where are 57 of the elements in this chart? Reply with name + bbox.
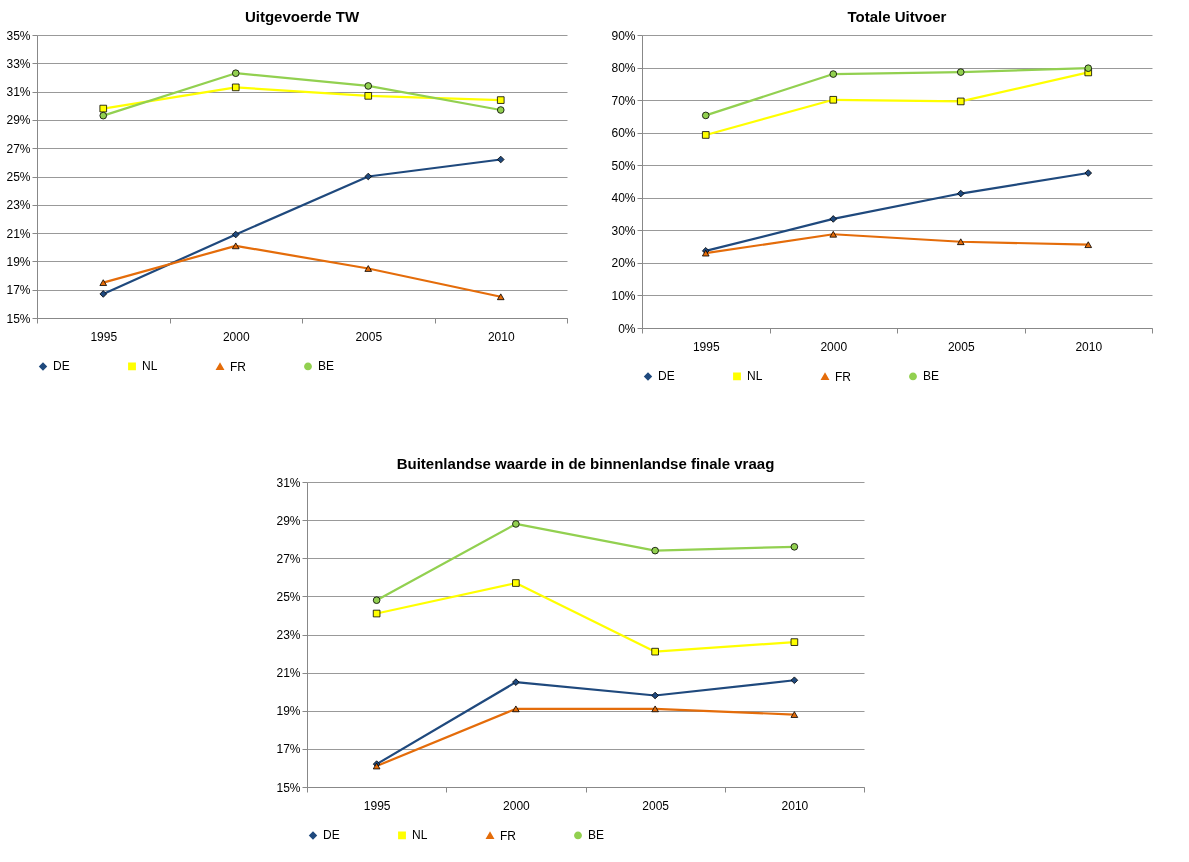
y-tick-label: 20%: [611, 256, 636, 271]
y-tick-label: 23%: [6, 198, 31, 213]
y-tick-label: 40%: [611, 191, 636, 206]
y-tick-label: 19%: [276, 704, 301, 719]
y-tick-label: 30%: [611, 223, 636, 238]
y-tick-label: 50%: [611, 158, 636, 173]
legend-label: BE: [318, 359, 335, 374]
chart-title: Buitenlandse waarde in de binnenlandse finale vraag: [396, 455, 775, 472]
x-tick-label: 2000: [503, 798, 531, 813]
legend-label: FR: [230, 359, 247, 374]
legend-label: FR: [500, 828, 517, 843]
x-tick-label: 2000: [222, 329, 250, 344]
y-tick-label: 10%: [611, 288, 636, 303]
x-tick-label: 2005: [355, 329, 383, 344]
legend-label: FR: [835, 369, 852, 384]
x-tick-label: 1995: [90, 329, 118, 344]
y-tick-label: 27%: [6, 141, 31, 156]
x-tick-label: 2000: [820, 339, 848, 354]
chart-title: Totale Uitvoer: [847, 8, 947, 25]
chart-title: Uitgevoerde TW: [244, 8, 360, 25]
y-tick-label: 60%: [611, 126, 636, 141]
y-tick-label: 31%: [6, 85, 31, 100]
legend-label: DE: [658, 369, 675, 384]
y-tick-label: 29%: [276, 513, 301, 528]
y-tick-label: 17%: [6, 283, 31, 298]
legend-label: NL: [747, 369, 763, 384]
y-tick-label: 25%: [276, 589, 301, 604]
x-tick-label: 1995: [692, 339, 720, 354]
y-tick-label: 15%: [6, 311, 31, 326]
y-tick-label: 70%: [611, 93, 636, 108]
y-tick-label: 23%: [276, 628, 301, 642]
y-tick-label: 80%: [611, 61, 636, 76]
legend-label: BE: [588, 828, 605, 843]
y-tick-label: 17%: [276, 742, 301, 757]
legend-label: DE: [323, 828, 340, 843]
y-tick-label: 29%: [6, 113, 31, 128]
x-tick-label: 2005: [947, 339, 975, 354]
y-tick-label: 25%: [6, 170, 31, 184]
y-tick-label: 31%: [276, 475, 301, 490]
legend-label: NL: [412, 828, 428, 843]
y-tick-label: 27%: [276, 551, 301, 566]
y-tick-label: 33%: [6, 56, 31, 71]
y-tick-label: 35%: [6, 28, 31, 43]
y-tick-label: 90%: [611, 28, 636, 43]
y-tick-label: 21%: [6, 226, 31, 241]
y-tick-label: 15%: [276, 780, 301, 795]
y-tick-label: 19%: [6, 254, 31, 269]
x-tick-label: 2010: [781, 798, 809, 813]
legend-label: BE: [923, 369, 940, 384]
x-tick-label: 2005: [642, 798, 670, 813]
legend-label: DE: [53, 359, 70, 374]
y-tick-label: 21%: [276, 666, 301, 681]
x-tick-label: 2010: [1075, 339, 1103, 354]
legend-label: NL: [142, 359, 158, 374]
x-tick-label: 2010: [487, 329, 515, 344]
x-tick-label: 1995: [363, 798, 391, 813]
y-tick-label: 0%: [618, 321, 636, 336]
